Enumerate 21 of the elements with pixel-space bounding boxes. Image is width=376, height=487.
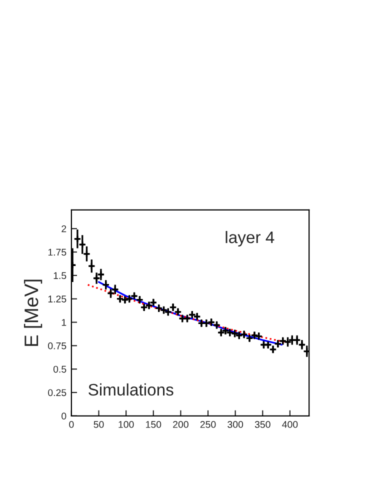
y-tick-label: 0.25: [48, 389, 66, 396]
x-tick-label: 150: [146, 421, 162, 428]
y-tick-label: 0.75: [48, 342, 66, 350]
x-tick-label: 100: [118, 421, 134, 428]
y-tick-label: 2: [62, 225, 66, 232]
y-tick-label: 1.75: [48, 248, 66, 256]
y-tick-label: 1.5: [54, 272, 66, 280]
x-tick-label: 400: [282, 421, 298, 428]
y-tick-label: 0.5: [53, 366, 66, 373]
y-tick-label: 0: [62, 412, 66, 420]
y-axis-title: E [MeV]: [24, 280, 42, 346]
x-tick-label: 50: [94, 421, 104, 428]
annotation: Simulations: [88, 383, 174, 396]
y-tick-label: 1.25: [48, 296, 66, 302]
x-tick-label: 350: [254, 421, 270, 428]
x-tick-label: 250: [200, 421, 216, 428]
x-tick-label: 300: [228, 421, 244, 428]
annotation: layer 4: [226, 230, 274, 247]
x-tick-label: 200: [173, 421, 188, 428]
y-tick-label: 1: [62, 319, 66, 326]
x-tick-label: 0: [69, 421, 74, 428]
